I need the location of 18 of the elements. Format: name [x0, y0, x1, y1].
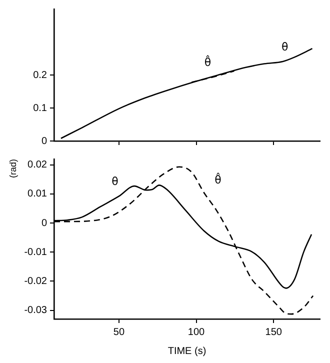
y-tick-label: 0.01: [28, 188, 48, 200]
y-tick-label: 0.1: [33, 102, 48, 114]
y-tick-label: 0: [41, 218, 48, 229]
x-tick-label: 50: [113, 326, 125, 338]
y-tick-label: -0.02: [24, 276, 48, 287]
x-tick-label: 150: [265, 326, 282, 338]
y-tick-label: -0.01: [24, 246, 48, 258]
y-tick-label: -0.03: [24, 305, 48, 316]
x-tick-label: 100: [188, 326, 206, 338]
series-label: θ̂: [214, 172, 222, 187]
y-tick-label: 0: [41, 136, 48, 147]
series-label: θ: [112, 175, 119, 188]
y-tick-label: 0.02: [28, 160, 48, 171]
series-label: θ̂: [204, 55, 212, 70]
x-axis-title: TIME (s): [168, 346, 206, 357]
series-label: θ: [282, 40, 289, 54]
y-tick-label: 0.2: [33, 70, 48, 81]
y-axis-title: (rad): [8, 159, 18, 178]
